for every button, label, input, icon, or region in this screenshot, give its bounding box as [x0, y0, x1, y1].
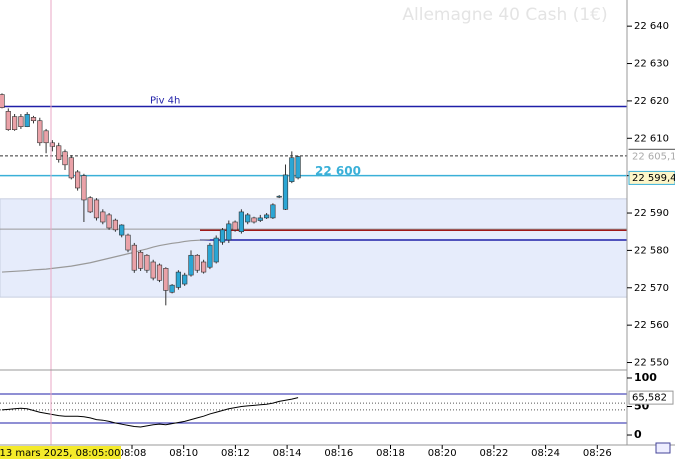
candle-body	[251, 217, 257, 223]
candle-body	[156, 264, 163, 281]
y-tick-label: 22 580	[634, 245, 669, 256]
osc-tick-label: 0	[634, 428, 642, 441]
candle-body	[150, 261, 156, 279]
time-label: 08:12	[221, 448, 250, 459]
y-tick-label: 22 570	[634, 283, 669, 294]
osc-marker-label: 65,582	[632, 393, 667, 404]
y-tick-label: 22 620	[634, 96, 669, 107]
price-marker-label: 22 605,1	[632, 152, 675, 163]
candle-body	[213, 237, 219, 263]
front-layer: 22 640 22 630 22 620 22 610 22 600 22 590 22 5…	[118, 21, 675, 459]
candle-body	[169, 284, 175, 293]
time-label: 08:14	[273, 448, 302, 459]
candle-body	[276, 195, 282, 198]
candle-body	[194, 254, 200, 271]
candle-body	[163, 268, 169, 291]
candle-body	[18, 116, 24, 127]
candle-body	[219, 229, 226, 243]
candle-body	[226, 223, 232, 241]
y-tick-label: 22 550	[634, 358, 669, 369]
y-tick-label: 22 610	[634, 133, 669, 144]
y-tick-label: 22 640	[634, 21, 669, 32]
candle-body	[68, 157, 74, 179]
time-label: 08:20	[428, 448, 457, 459]
candle-body	[188, 254, 194, 276]
y-tick-label: 22 590	[634, 208, 669, 219]
candle-body	[138, 251, 144, 269]
candle-body	[270, 204, 276, 219]
candle-body	[62, 151, 68, 166]
candle-body	[37, 120, 43, 144]
price-marker-box	[628, 170, 675, 185]
candle-body	[232, 221, 238, 231]
candle-body	[106, 214, 112, 229]
chart-title: Allemagne 40 Cash (1€)	[402, 5, 607, 25]
level-label: 22 600	[315, 164, 361, 178]
candle-body	[100, 211, 106, 223]
time-label: 08:26	[583, 448, 612, 459]
time-label: 08:10	[169, 448, 198, 459]
settings-icon[interactable]	[655, 442, 671, 454]
moving-average	[1, 238, 210, 273]
y-tick-label: 22 630	[634, 59, 669, 70]
time-label: 08:18	[376, 448, 405, 459]
time-label: 08:22	[479, 448, 508, 459]
candle-body	[289, 157, 295, 182]
candle-body	[93, 199, 100, 219]
y-tick-label: 22 560	[634, 320, 669, 331]
time-label: 08:08	[118, 448, 147, 459]
candle-body	[30, 117, 37, 122]
time-label: 08:24	[531, 448, 560, 459]
candle-body	[49, 142, 55, 147]
candle-body	[87, 197, 93, 213]
candle-body	[131, 244, 137, 271]
candle-body	[207, 244, 213, 268]
candle-body	[24, 114, 30, 127]
candle-body	[263, 214, 270, 219]
candle-body	[245, 214, 251, 223]
candle-body	[75, 171, 81, 189]
level-name: Piv 4h	[150, 96, 180, 107]
candle-body	[175, 271, 182, 288]
candle-body	[201, 261, 207, 273]
candle-body	[119, 224, 125, 236]
price-marker-label: 22 599,4	[632, 173, 675, 184]
cursor-time: 13 mars 2025, 08:05:00	[0, 448, 121, 459]
osc-marker-box	[628, 390, 674, 405]
candle-body	[295, 156, 301, 179]
candle-body	[238, 211, 245, 233]
price-marker-box	[628, 149, 675, 164]
candle-body	[5, 111, 11, 130]
candle-body	[56, 145, 62, 160]
candle-body	[257, 217, 263, 221]
time-label: 08:16	[324, 448, 353, 459]
candle-body	[144, 254, 150, 271]
candle-body	[43, 130, 49, 144]
osc-tick-label: 100	[634, 371, 657, 384]
candle-body	[282, 174, 289, 210]
candle-body	[182, 274, 188, 285]
candle-body	[81, 175, 87, 201]
cursor-time-box	[0, 446, 121, 459]
candle-body	[0, 94, 5, 108]
candle-body	[12, 116, 18, 130]
candle-body	[112, 219, 118, 231]
main-layer	[0, 93, 301, 428]
candle-body	[125, 234, 131, 251]
